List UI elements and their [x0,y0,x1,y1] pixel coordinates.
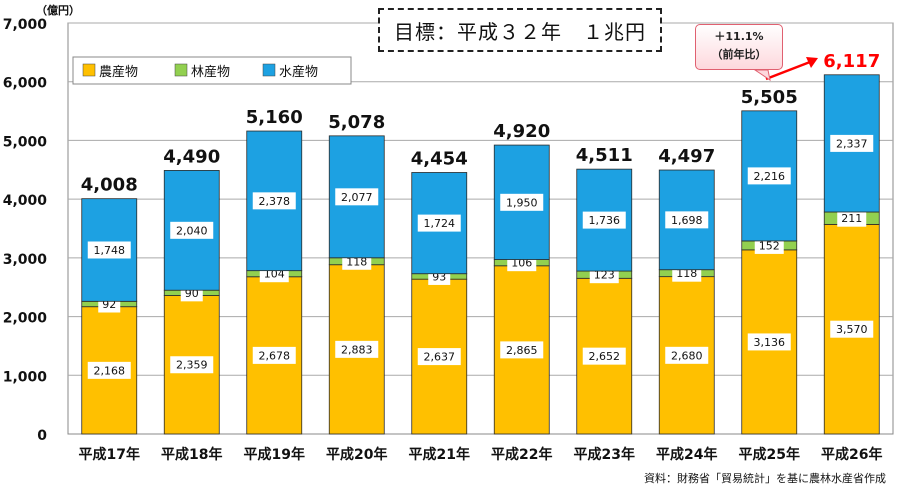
data-label-box [87,241,131,259]
data-label: 118 [346,255,367,268]
legend-box [72,56,352,85]
goal-label: 目標：平成３２年 １兆円 [378,8,662,52]
data-label: 123 [594,269,615,282]
data-label-box [837,209,867,227]
y-tick-label: 3,000 [3,252,48,268]
total-label: 6,117 [823,51,880,72]
data-label: 1,748 [94,244,126,257]
total-label: 4,920 [493,121,550,142]
x-tick-label: 平成17年 [79,446,140,463]
data-label: 2,378 [259,195,291,208]
data-label-box [747,333,791,351]
data-label: 2,680 [671,349,703,362]
y-tick-label: 2,000 [3,311,48,327]
x-tick-label: 平成19年 [244,446,305,463]
data-label: 2,337 [836,137,868,150]
legend-label: 水産物 [279,64,318,80]
data-label: 2,077 [341,191,373,204]
data-label-box [417,214,461,232]
total-label: 4,454 [411,148,468,169]
data-label-box [747,167,791,185]
legend-label: 林産物 [191,64,230,80]
x-tick-label: 平成26年 [821,446,882,463]
data-label-box [335,188,379,206]
total-label: 5,160 [246,107,303,128]
total-label: 4,511 [576,145,633,166]
data-label: 2,883 [341,343,373,356]
data-label: 2,865 [506,344,538,357]
data-label-box [170,221,214,239]
source-note: 資料：財務省「貿易統計」を基に農林水産省作成 [644,472,886,485]
data-label: 2,359 [176,359,208,372]
y-tick-label: 7,000 [3,17,48,33]
y-tick-label: 6,000 [3,76,48,92]
data-label: 3,570 [836,323,868,336]
legend-label: 農産物 [99,64,138,80]
x-tick-label: 平成24年 [656,446,717,463]
x-tick-label: 平成25年 [739,446,800,463]
y-tick-label: 1,000 [3,369,48,385]
data-label-box [170,356,214,374]
data-label-box [417,348,461,366]
x-tick-label: 平成21年 [409,446,470,463]
data-label-box [252,346,296,364]
data-label: 2,168 [94,364,126,377]
x-tick-label: 平成18年 [161,446,222,463]
y-tick-label: 0 [37,428,47,444]
data-label-box [830,320,874,338]
x-tick-label: 平成20年 [326,446,387,463]
data-label: 3,136 [754,336,786,349]
y-tick-label: 4,000 [3,193,48,209]
data-label: 2,637 [424,351,456,364]
growth-arrowhead [806,57,818,68]
data-label-box [500,341,544,359]
data-label-box [830,134,874,152]
data-label-box [582,347,626,365]
data-label: 2,216 [754,170,786,183]
total-label: 4,497 [658,146,715,167]
data-label: 1,724 [424,217,456,230]
data-label-box [252,192,296,210]
total-label: 5,078 [328,112,385,133]
data-label: 2,678 [259,349,291,362]
x-tick-label: 平成23年 [574,446,635,463]
data-label-box [87,361,131,379]
callout-tail [753,69,771,82]
growth-rate-note: （前年比） [711,48,767,61]
data-label: 2,652 [589,350,621,363]
legend-swatch [262,63,276,77]
y-tick-label: 5,000 [3,134,48,150]
legend-swatch [82,63,96,77]
data-label-box [500,193,544,211]
data-label: 152 [759,239,780,252]
y-axis-unit: （億円） [36,4,80,17]
data-label: 1,950 [506,196,538,209]
data-label-box [335,340,379,358]
growth-arrow [765,60,811,81]
data-label: 118 [676,267,697,280]
growth-callout: ＋11.1% （前年比） [695,24,783,70]
data-label-box [665,346,709,364]
legend-swatch [174,63,188,77]
total-label: 4,490 [163,146,220,167]
data-label: 2,040 [176,224,208,237]
total-label: 4,008 [81,175,138,196]
data-label: 1,698 [671,214,703,227]
data-label-box [665,211,709,229]
growth-rate: ＋11.1% [714,30,764,43]
x-tick-label: 平成22年 [491,446,552,463]
data-label-box [582,211,626,229]
data-label: 1,736 [589,214,621,227]
total-label: 5,505 [741,87,798,108]
data-label: 211 [841,212,862,225]
